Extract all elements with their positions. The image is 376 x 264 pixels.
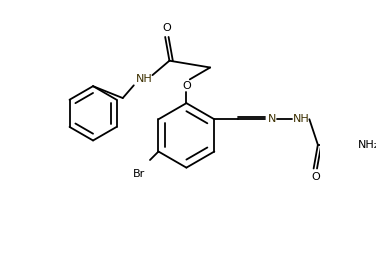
Text: O: O — [311, 172, 320, 182]
Text: NH: NH — [136, 74, 152, 84]
Text: O: O — [182, 81, 191, 91]
Text: O: O — [162, 23, 171, 34]
Text: N: N — [268, 114, 276, 124]
Text: NH₂: NH₂ — [358, 140, 376, 150]
Text: Br: Br — [133, 169, 145, 178]
Text: NH: NH — [293, 114, 309, 124]
